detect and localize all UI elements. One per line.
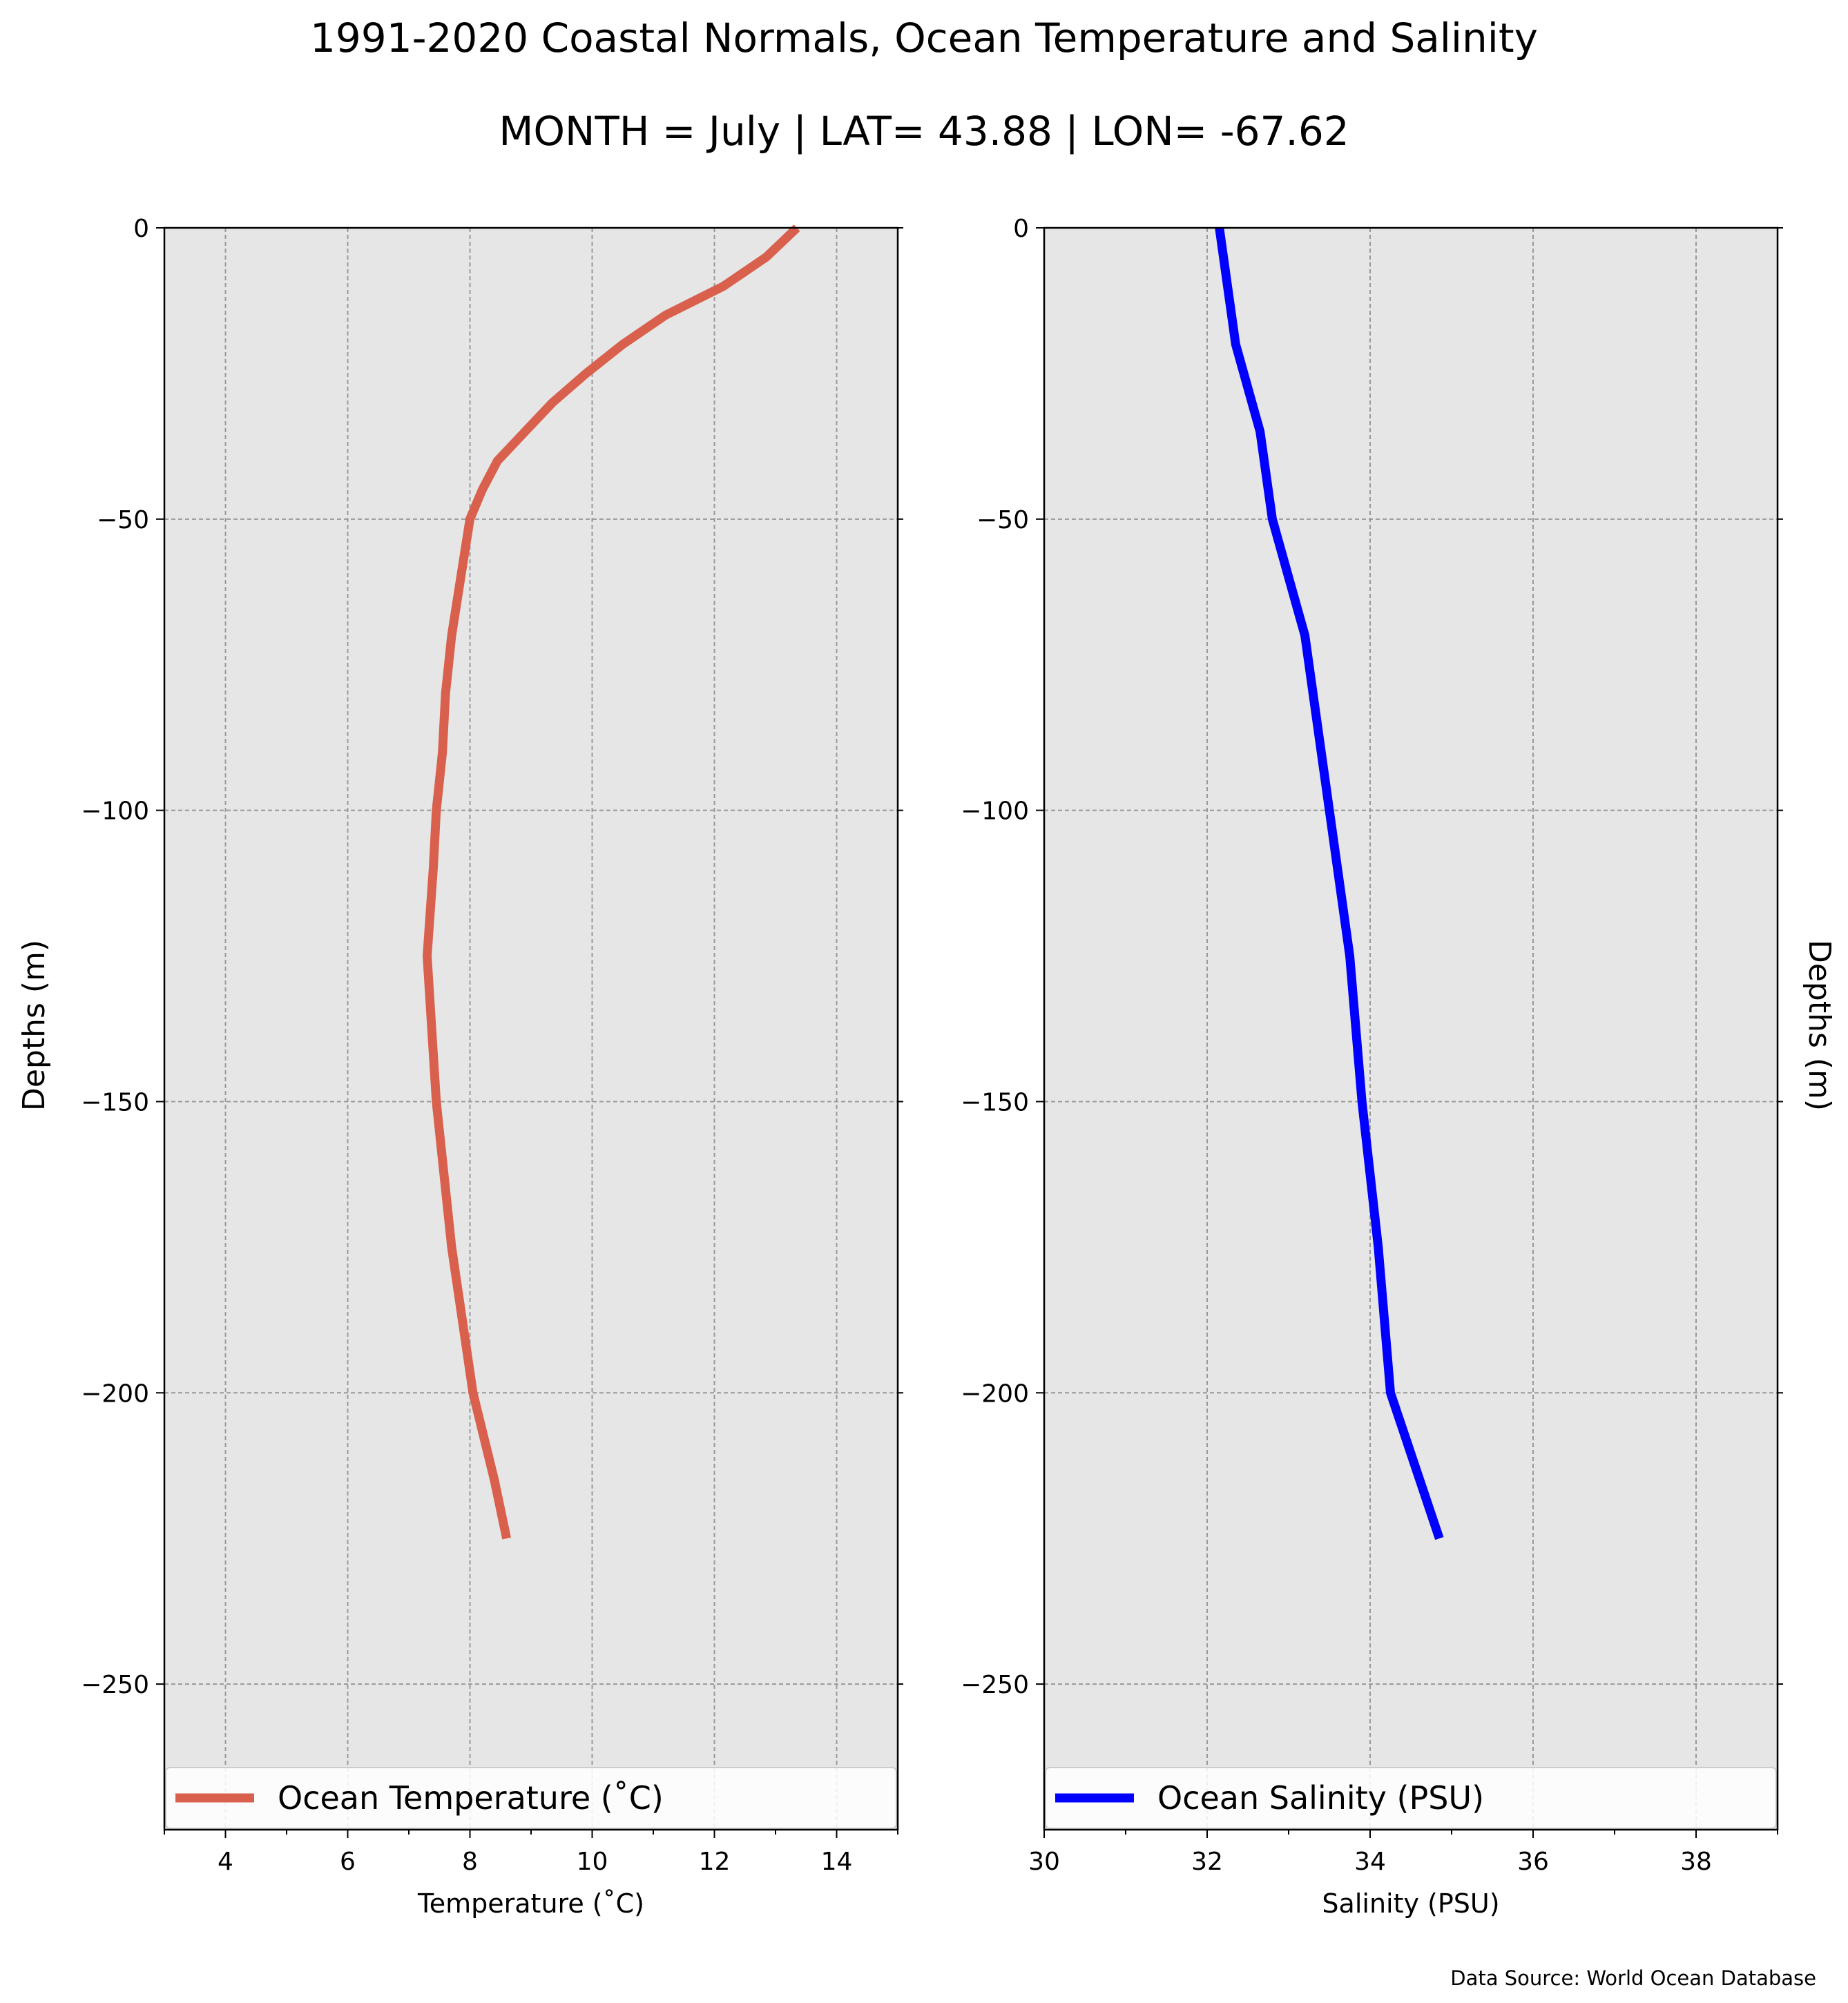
left-y-axis-label: Depths (m) [17, 940, 52, 1111]
y-tick-label: −50 [97, 506, 149, 534]
legend-label: Ocean Salinity (PSU) [1157, 1779, 1484, 1817]
y-tick-label: −150 [961, 1088, 1029, 1116]
x-tick-label: 36 [1517, 1848, 1549, 1876]
y-tick-label: −50 [976, 506, 1029, 534]
y-tick-label: 0 [133, 215, 149, 243]
y-tick-label: 0 [1013, 215, 1029, 243]
x-axis-label: Temperature (˚C) [417, 1888, 644, 1919]
x-tick-label: 4 [218, 1848, 233, 1876]
plot-frame [1043, 226, 1779, 1831]
plot-area [1044, 228, 1778, 1830]
plot-area [164, 228, 898, 1830]
legend-box [1045, 1767, 1777, 1829]
chart-title: 1991-2020 Coastal Normals, Ocean Tempera… [310, 14, 1538, 61]
chart-subtitle: MONTH = July | LAT= 43.88 | LON= -67.62 [499, 108, 1349, 155]
salinity-panel: 30 32 34 36 38 0 −50 −100 −150 −200 −250 Ocean Sali… [961, 215, 1783, 1919]
x-tick-label: 14 [821, 1848, 853, 1876]
y-tick-label: −200 [81, 1380, 149, 1408]
y-tick-label: −200 [961, 1380, 1029, 1408]
x-tick-label: 8 [462, 1848, 478, 1876]
x-tick-label: 30 [1028, 1848, 1060, 1876]
y-tick-label: −250 [81, 1671, 149, 1699]
x-axis-label: Salinity (PSU) [1322, 1888, 1499, 1919]
x-tick-label: 38 [1680, 1848, 1712, 1876]
x-tick-label: 6 [340, 1848, 356, 1876]
series-line [1215, 227, 1444, 1540]
temperature-panel: 4 6 8 10 12 14 0 −50 −100 −150 −200 −250 Ocean Tempe… [81, 215, 903, 1919]
legend-label: Ocean Temperature (˚C) [278, 1779, 664, 1817]
right-y-axis-label: Depths (m) [1802, 940, 1837, 1111]
x-tick-label: 12 [699, 1848, 731, 1876]
legend-box [165, 1767, 897, 1829]
y-tick-label: −100 [81, 797, 149, 826]
series-line [423, 224, 800, 1540]
x-tick-label: 10 [577, 1848, 608, 1876]
data-source-note: Data Source: World Ocean Database [1450, 1966, 1816, 1990]
x-tick-label: 34 [1354, 1848, 1386, 1876]
y-tick-label: −150 [81, 1088, 149, 1116]
y-tick-label: −250 [961, 1671, 1029, 1699]
x-tick-label: 32 [1191, 1848, 1223, 1876]
y-tick-label: −100 [961, 797, 1029, 826]
plot-frame [163, 226, 899, 1831]
